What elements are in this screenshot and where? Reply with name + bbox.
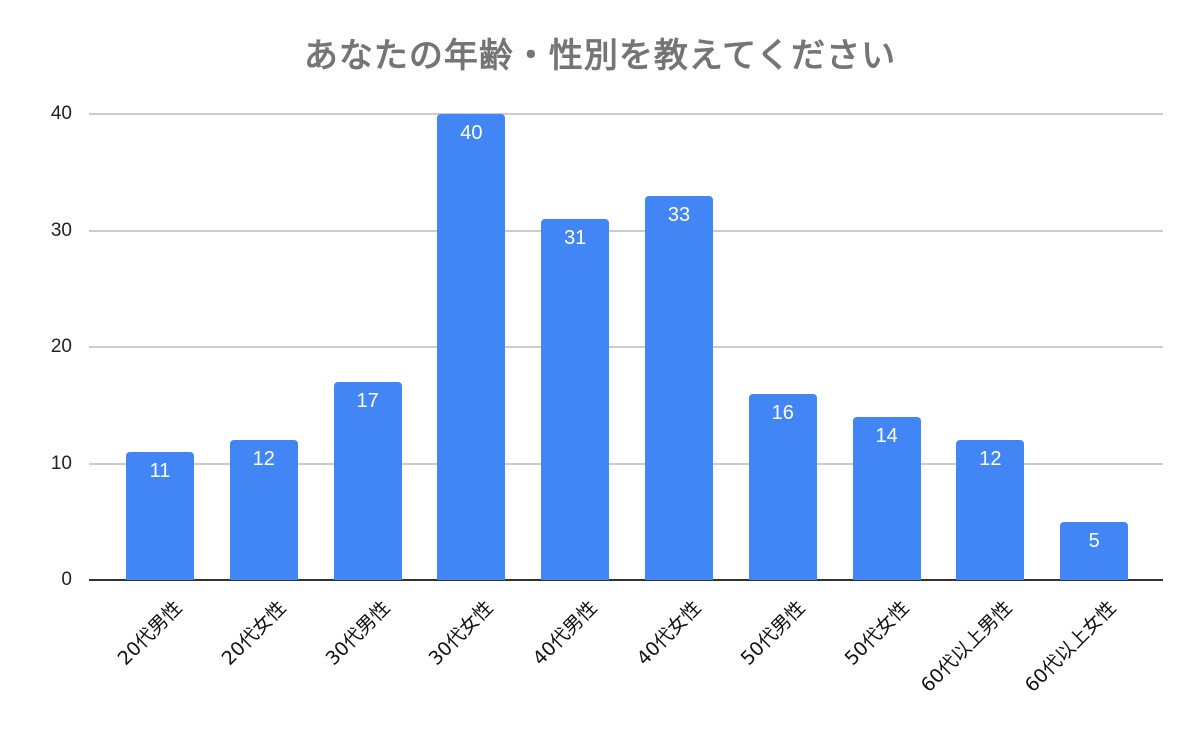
bar[interactable]: 33 xyxy=(645,195,713,580)
x-tick-label: 30代男性 xyxy=(321,596,395,670)
bar[interactable]: 14 xyxy=(852,416,921,580)
bar-value-label: 33 xyxy=(667,203,691,226)
x-tick-label: 40代女性 xyxy=(632,596,706,670)
bar[interactable]: 31 xyxy=(541,218,610,580)
x-tick-label: 40代男性 xyxy=(528,596,602,670)
gridline xyxy=(89,462,1163,465)
bar-value-label: 11 xyxy=(149,459,171,482)
y-tick-label: 10 xyxy=(50,452,72,474)
bar[interactable]: 40 xyxy=(437,114,506,580)
bar[interactable]: 11 xyxy=(126,451,194,580)
bar-value-label: 12 xyxy=(252,448,275,471)
gridline xyxy=(89,346,1163,348)
bar[interactable]: 17 xyxy=(333,381,402,580)
x-tick-label: 50代男性 xyxy=(736,596,810,670)
x-tick-label: 60代以上女性 xyxy=(1020,596,1121,697)
bar-value-label: 31 xyxy=(564,226,587,249)
x-tick-label: 30代女性 xyxy=(424,596,498,670)
y-tick-label: 0 xyxy=(61,569,72,590)
bar[interactable]: 12 xyxy=(956,440,1025,580)
x-tick-label: 20代男性 xyxy=(113,596,187,670)
y-tick-label: 20 xyxy=(50,336,72,357)
y-tick-label: 30 xyxy=(50,219,72,241)
bar[interactable]: 5 xyxy=(1060,521,1129,580)
bar-value-label: 16 xyxy=(771,401,794,424)
bar[interactable]: 12 xyxy=(229,440,298,580)
bar-value-label: 12 xyxy=(979,448,1002,471)
chart-title: あなたの年齢・性別を教えてください xyxy=(303,36,897,76)
gridline xyxy=(89,113,1163,115)
x-axis-line xyxy=(89,579,1163,581)
bar[interactable]: 16 xyxy=(748,393,817,580)
plot-area: 11 20代男性 12 20代女性 17 30代男性 40 30代女性 31 40代男性 33 40代… xyxy=(89,0,1163,742)
bar-value-label: 5 xyxy=(1088,529,1100,552)
bar-value-label: 14 xyxy=(875,424,898,447)
bar-value-label: 17 xyxy=(356,389,379,412)
x-tick-label: 60代以上男性 xyxy=(917,596,1017,697)
x-tick-label: 20代女性 xyxy=(217,596,291,670)
gridline xyxy=(89,229,1163,232)
bar-value-label: 40 xyxy=(460,122,483,144)
y-tick-label: 40 xyxy=(50,103,72,124)
x-tick-label: 50代女性 xyxy=(840,596,914,670)
